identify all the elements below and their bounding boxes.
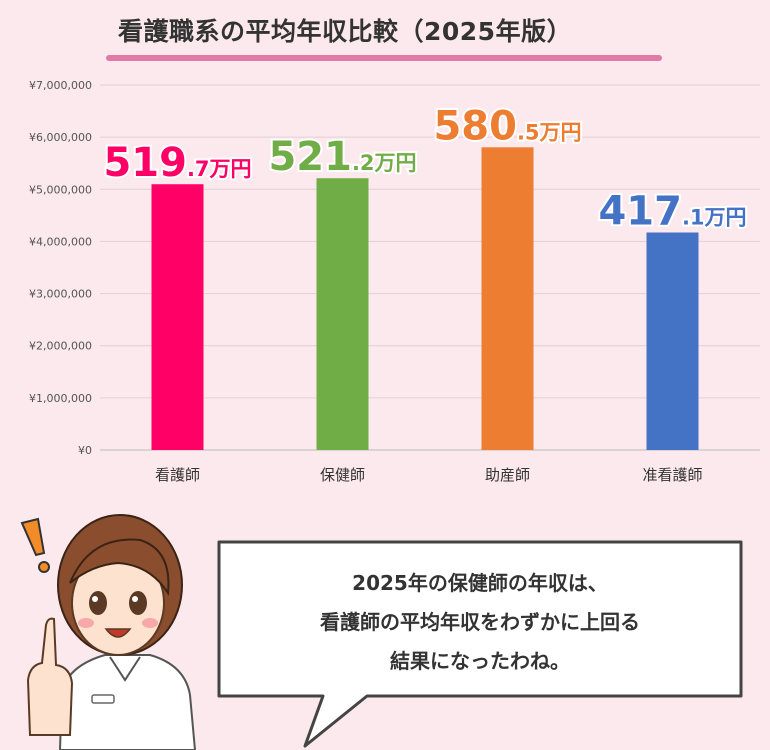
data-label: 417.1万円 [598, 189, 746, 235]
y-tick-label: ¥0 [78, 444, 92, 457]
chart-title: 看護職系の平均年収比較（2025年版） [118, 17, 573, 46]
bar [316, 178, 369, 450]
data-label-unit: .7万円 [187, 157, 252, 181]
y-tick-label: ¥6,000,000 [29, 131, 92, 144]
speech-line-3: 結果になったわね。 [390, 649, 570, 673]
data-label-unit: .2万円 [352, 151, 417, 175]
title-area: 看護職系の平均年収比較（2025年版） [0, 0, 770, 70]
data-label-integer: 580 [433, 103, 517, 149]
x-tick-label: 保健師 [320, 466, 365, 484]
speech-line-2: 看護師の平均年収をわずかに上回る [320, 610, 640, 634]
bar [481, 147, 534, 450]
bar-chart: ¥0 ¥1,000,000 ¥2,000,000 ¥3,000,000 ¥4,000,0… [29, 79, 760, 484]
y-tick-label: ¥1,000,000 [29, 392, 92, 405]
title-underline [106, 55, 662, 61]
x-tick-label: 看護師 [155, 466, 200, 484]
data-label: 580.5万円 [433, 103, 581, 149]
x-tick-label: 助産師 [485, 466, 530, 484]
y-tick-label: ¥5,000,000 [29, 183, 92, 196]
data-label: 519.7万円 [103, 140, 251, 186]
x-tick-label: 准看護師 [642, 466, 702, 484]
speech-line-1: 2025年の保健師の年収は、 [352, 571, 608, 595]
data-label-integer: 521 [268, 134, 352, 180]
data-label-integer: 519 [103, 140, 187, 186]
bar [646, 232, 699, 450]
speech-bubble: 2025年の保健師の年収は、 看護師の平均年収をわずかに上回る 結果になったわね… [217, 540, 743, 748]
bar [151, 184, 204, 451]
y-tick-label: ¥2,000,000 [29, 340, 92, 353]
y-tick-label: ¥7,000,000 [29, 79, 92, 92]
y-tick-label: ¥4,000,000 [29, 235, 92, 248]
speech-text: 2025年の保健師の年収は、 看護師の平均年収をわずかに上回る 結果になったわね… [217, 564, 743, 681]
data-label-unit: .1万円 [682, 206, 747, 230]
exclamation-icon [20, 517, 50, 573]
speech-bubble-shape [217, 540, 743, 748]
data-label-integer: 417 [598, 189, 682, 235]
data-label-unit: .5万円 [517, 120, 582, 144]
nurse-illustration [20, 514, 197, 750]
data-label: 521.2万円 [268, 134, 416, 180]
y-tick-label: ¥3,000,000 [29, 288, 92, 301]
